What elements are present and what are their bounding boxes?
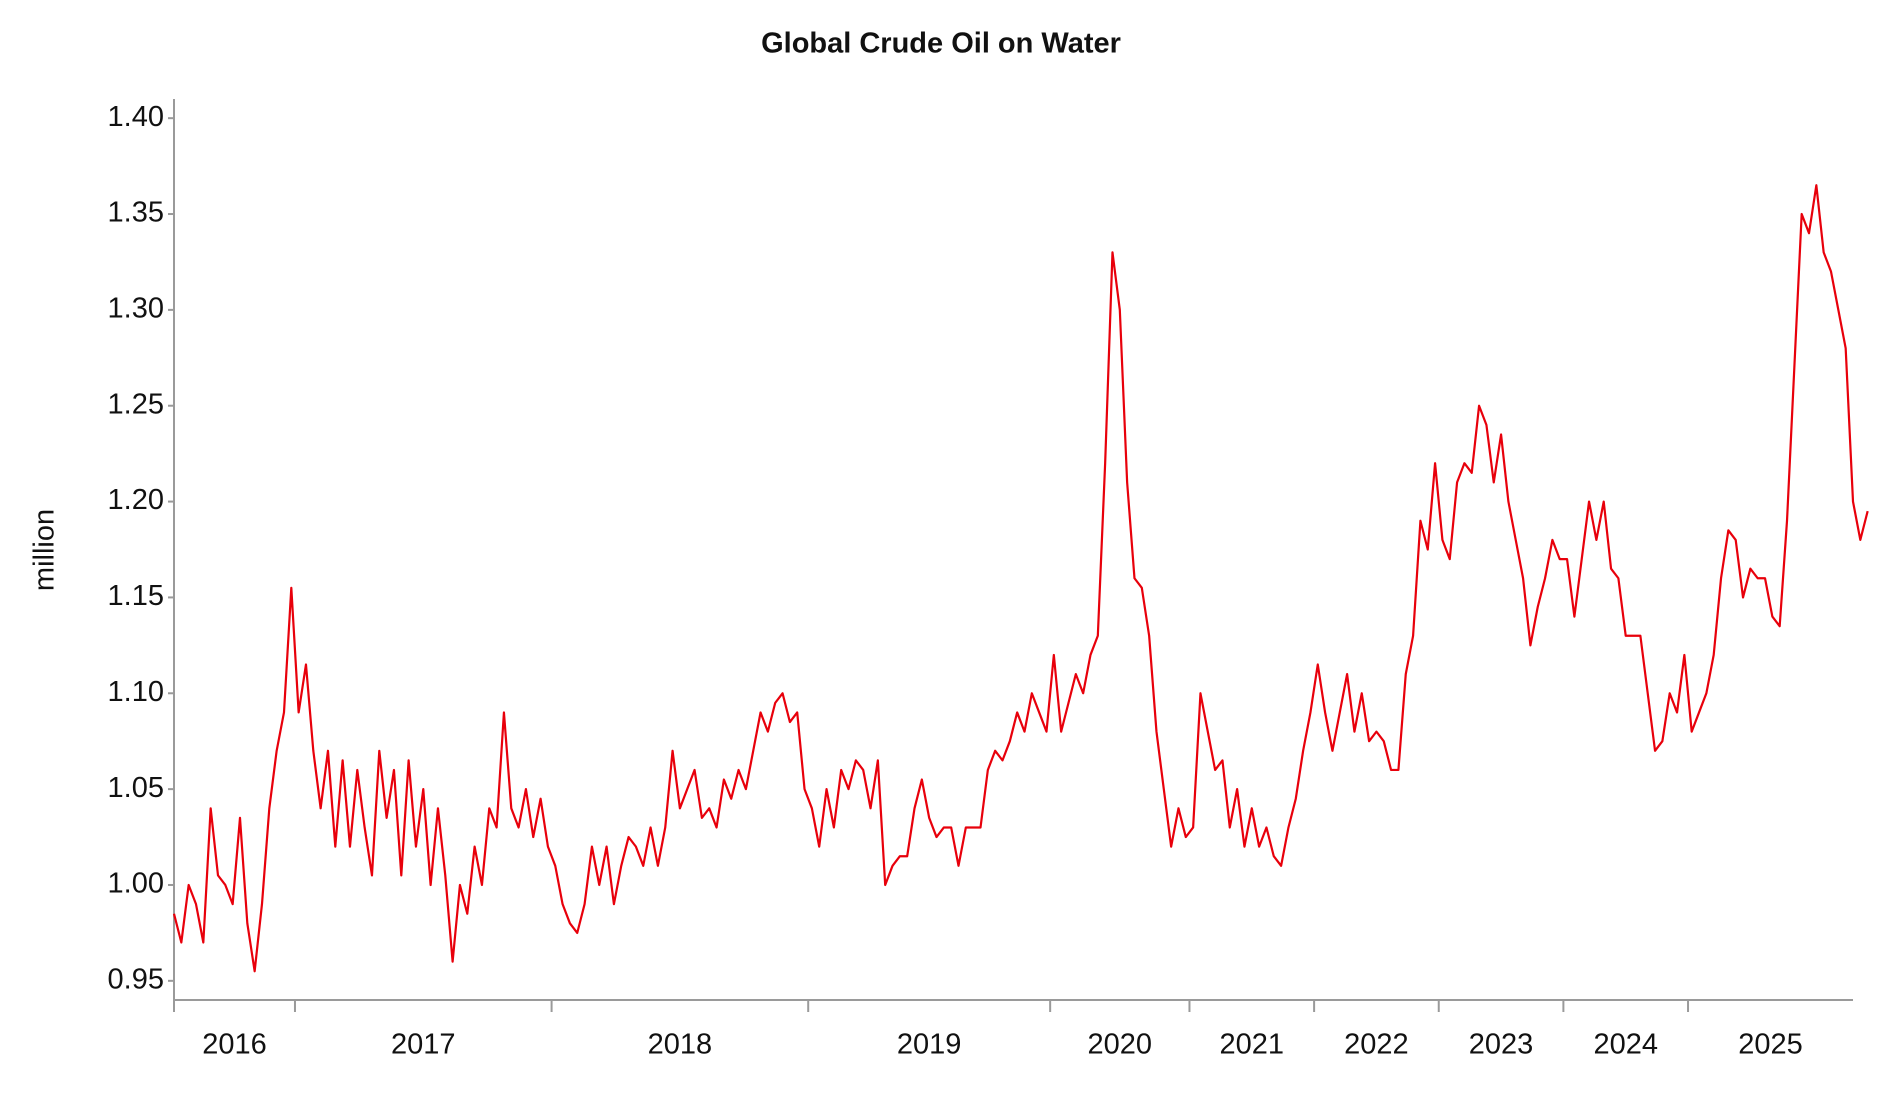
x-tick-label: 2025 [1738,1029,1803,1061]
y-tick-label: 1.10 [108,676,164,708]
x-tick-label: 2019 [897,1029,962,1061]
x-tick-label: 2016 [202,1029,267,1061]
x-tick-label: 2021 [1220,1029,1285,1061]
y-axis-label: million [29,509,61,591]
x-tick-label: 2024 [1593,1029,1658,1061]
y-tick-label: 1.15 [108,580,164,612]
y-tick-label: 1.20 [108,484,164,516]
y-tick-label: 1.05 [108,772,164,804]
x-tick-label: 2020 [1088,1029,1153,1061]
x-tick-label: 2018 [648,1029,713,1061]
y-tick-label: 0.95 [108,963,164,995]
data-line [172,184,1869,973]
x-tick-label: 2022 [1344,1029,1409,1061]
y-tick-label: 1.25 [108,388,164,420]
chart-title: Global Crude Oil on Water [761,28,1121,60]
y-tick-label: 1.40 [108,101,164,133]
x-tick-label: 2023 [1469,1029,1534,1061]
y-tick-label: 1.35 [108,197,164,229]
y-tick-label: 1.00 [108,868,164,900]
x-tick-label: 2017 [391,1029,456,1061]
y-tick-label: 1.30 [108,293,164,325]
